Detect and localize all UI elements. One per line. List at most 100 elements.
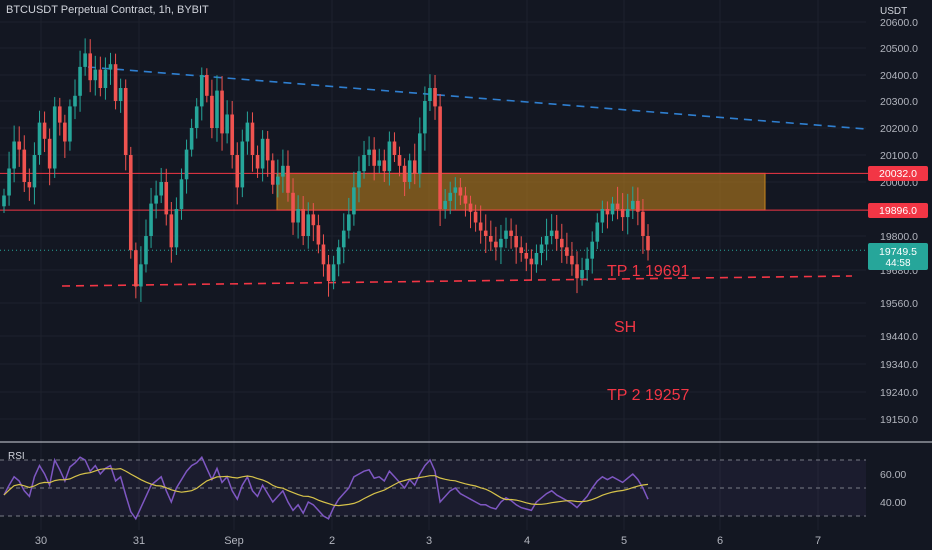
candle-body — [473, 211, 478, 223]
candle-body — [73, 95, 77, 107]
price-tick-label: 19150.0 — [880, 414, 918, 426]
candle-body — [98, 69, 103, 88]
candle-body — [641, 211, 645, 236]
candle-body — [128, 155, 133, 251]
candle-body — [387, 141, 392, 172]
candle-body — [433, 88, 437, 107]
candle-body — [42, 122, 47, 139]
price-tag-last: 19749.5 — [879, 246, 917, 258]
candle-body — [189, 128, 194, 150]
candle-body — [205, 75, 209, 96]
candle-body — [504, 230, 508, 239]
candle-body — [281, 165, 285, 177]
time-tick-label: Sep — [224, 535, 244, 547]
price-tick-label: 20500.0 — [880, 43, 918, 55]
candle-body — [291, 192, 295, 223]
candle-body — [306, 214, 311, 236]
candle-body — [235, 155, 240, 188]
candle-body — [549, 230, 554, 236]
candle-body — [149, 203, 153, 236]
time-axis[interactable]: 30 31 Sep 2 3 4 5 6 7 — [35, 535, 821, 547]
candle-body — [78, 66, 82, 96]
candle-body — [367, 149, 371, 155]
time-tick-label: 2 — [329, 535, 335, 547]
resistance-zone — [276, 172, 766, 211]
time-tick-label: 5 — [621, 535, 627, 547]
candle-body — [215, 90, 219, 128]
rsi-axis: 60.00 40.00 — [880, 469, 906, 509]
candle-body — [595, 222, 600, 242]
candle-body — [37, 122, 42, 155]
time-tick-label: 7 — [815, 535, 821, 547]
candle-body — [12, 141, 16, 169]
sh-annotation: SH — [614, 319, 636, 336]
candle-body — [534, 253, 539, 265]
candle-body — [7, 168, 11, 196]
candle-body — [514, 236, 518, 248]
candle-body — [93, 69, 98, 81]
candle-body — [301, 209, 305, 236]
candle-body — [458, 187, 463, 196]
candle-body — [169, 214, 174, 248]
candle-body — [499, 238, 503, 248]
candle-body — [270, 160, 275, 185]
candle-body — [331, 264, 336, 281]
candle-body — [524, 253, 529, 259]
candle-body — [336, 247, 341, 265]
candle-body — [418, 133, 422, 174]
candle-body — [245, 122, 250, 142]
candle-body — [22, 149, 27, 182]
candle-body — [2, 195, 6, 207]
candle-body — [600, 209, 605, 223]
candle-body — [443, 200, 447, 209]
candle-body — [646, 236, 650, 251]
candle-body — [357, 171, 361, 188]
candle-body — [250, 122, 255, 155]
candle-body — [509, 230, 513, 236]
candle-body — [382, 160, 387, 172]
candle-body — [321, 244, 326, 265]
candle-body — [164, 182, 169, 215]
candle-body — [478, 222, 483, 231]
candle-body — [179, 179, 184, 209]
candle-body — [463, 195, 468, 204]
candle-body — [620, 209, 625, 218]
candle-body — [392, 141, 397, 155]
candle-body — [47, 138, 52, 169]
price-tag-countdown: 44:58 — [885, 258, 910, 269]
price-tick-label: 20300.0 — [880, 96, 918, 108]
candle-body — [559, 238, 564, 248]
candle-body — [296, 209, 300, 223]
candle-body — [326, 264, 331, 281]
candle-body — [347, 214, 351, 231]
candle-body — [316, 225, 321, 245]
candle-body — [311, 214, 316, 226]
time-tick-label: 30 — [35, 535, 47, 547]
candle-body — [483, 230, 488, 236]
candle-body — [423, 101, 427, 134]
candle-body — [230, 114, 234, 155]
candle-body — [139, 264, 143, 287]
price-tick-label: 20400.0 — [880, 70, 918, 82]
candle-body — [605, 209, 610, 215]
price-tag-lower: 19896.0 — [879, 205, 917, 217]
candle-body — [220, 90, 224, 134]
candle-body — [615, 203, 620, 209]
candle-body — [341, 230, 346, 248]
price-tick-label: 20100.0 — [880, 150, 918, 162]
candle-body — [88, 53, 93, 81]
candle-body — [27, 182, 32, 188]
candle-body — [377, 160, 382, 166]
rsi-ma-line — [3, 467, 649, 507]
candle-body — [468, 203, 473, 212]
candle-body — [412, 160, 417, 174]
resistance-trendline — [87, 66, 867, 130]
candle-body — [397, 155, 402, 166]
candle-body — [154, 195, 158, 204]
tp1-annotation: TP 1 19691 — [607, 263, 690, 280]
candle-body — [590, 241, 595, 259]
candle-body — [438, 106, 442, 209]
time-tick-label: 4 — [524, 535, 530, 547]
rsi-pane — [0, 455, 866, 521]
